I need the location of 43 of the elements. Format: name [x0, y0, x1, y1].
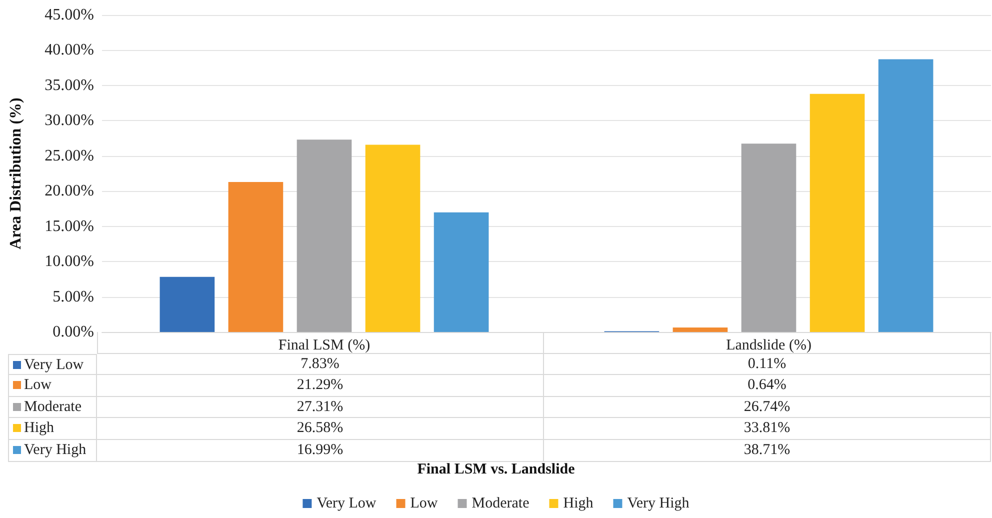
data-label: 21.29%: [97, 375, 544, 397]
y-tick-label: 10.00%: [44, 253, 94, 270]
bar: [434, 212, 489, 332]
legend-label: Very Low: [8, 354, 97, 376]
x-tick-label: Landslide (%): [726, 338, 812, 354]
bar: [228, 182, 284, 332]
text: Low: [24, 377, 52, 394]
bar: [296, 140, 352, 332]
data-label: 27.31%: [97, 396, 544, 418]
legend-label: Low: [410, 496, 438, 512]
bar: [672, 327, 728, 332]
bar: [160, 276, 215, 332]
y-tick-label: 5.00%: [52, 288, 94, 306]
text: High: [24, 420, 54, 436]
y-tick-label: 40.00%: [44, 42, 94, 59]
y-tick-label: 45.00%: [44, 6, 94, 24]
text: Very Low: [316, 496, 376, 512]
y-tick-label: 15.00%: [44, 218, 94, 235]
legend-label: Very High: [627, 496, 690, 512]
data-label: 0.11%: [544, 354, 991, 376]
y-tick-label: 20.00%: [44, 182, 94, 200]
text: Final LSM vs. Landslide: [417, 462, 576, 478]
data-label: 33.81%: [544, 418, 991, 440]
y-axis-title: Area Distribution (%): [8, 98, 24, 250]
data-label: 7.83%: [97, 354, 544, 376]
y-tick-label: 0.00%: [52, 324, 94, 340]
data-label: 0.64%: [544, 375, 991, 397]
text: Moderate: [24, 398, 82, 415]
bar: [741, 144, 796, 332]
bar: [810, 94, 865, 332]
bar: [878, 59, 934, 332]
data-label: 16.99%: [97, 440, 544, 462]
data-label: 38.71%: [544, 440, 991, 462]
legend-label: Moderate: [472, 496, 530, 512]
data-label: 26.74%: [544, 396, 991, 418]
bar: [365, 144, 420, 332]
x-tick-label: Final LSM (%): [278, 338, 370, 354]
text: Very High: [24, 442, 86, 458]
data-label: 26.58%: [97, 418, 544, 440]
y-tick-label: 30.00%: [44, 112, 94, 130]
y-tick-label: 35.00%: [44, 76, 94, 94]
y-tick-label: 25.00%: [44, 147, 94, 164]
legend-label: High: [563, 496, 594, 512]
